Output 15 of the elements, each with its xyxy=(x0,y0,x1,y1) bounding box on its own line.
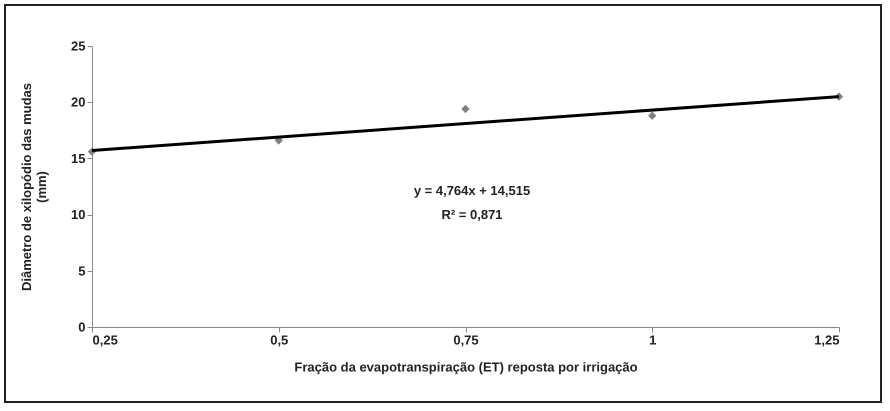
y-tick-label: 20 xyxy=(71,94,86,110)
y-tick-label: 5 xyxy=(78,263,86,278)
x-tick-label: 0,75 xyxy=(453,332,479,348)
x-axis-title: Fração da evapotranspiração (ET) reposta por irrigação xyxy=(294,360,638,374)
x-tick-label: 0,25 xyxy=(92,332,118,348)
y-tick-label: 0 xyxy=(78,320,86,334)
x-tick-label: 0,5 xyxy=(270,332,288,348)
x-tick-label: 1 xyxy=(649,332,656,348)
y-tick-label: 15 xyxy=(71,150,86,166)
y-tick-label: 10 xyxy=(71,207,86,222)
y-axis-title: Diâmetro de xilopódio das mudas (mm) xyxy=(19,82,50,292)
annotation: y = 4,764x + 14,515 xyxy=(414,183,530,198)
annotation: R² = 0,871 xyxy=(441,207,503,222)
y-tick-label: 25 xyxy=(71,38,86,54)
x-tick-label: 1,25 xyxy=(814,332,840,348)
